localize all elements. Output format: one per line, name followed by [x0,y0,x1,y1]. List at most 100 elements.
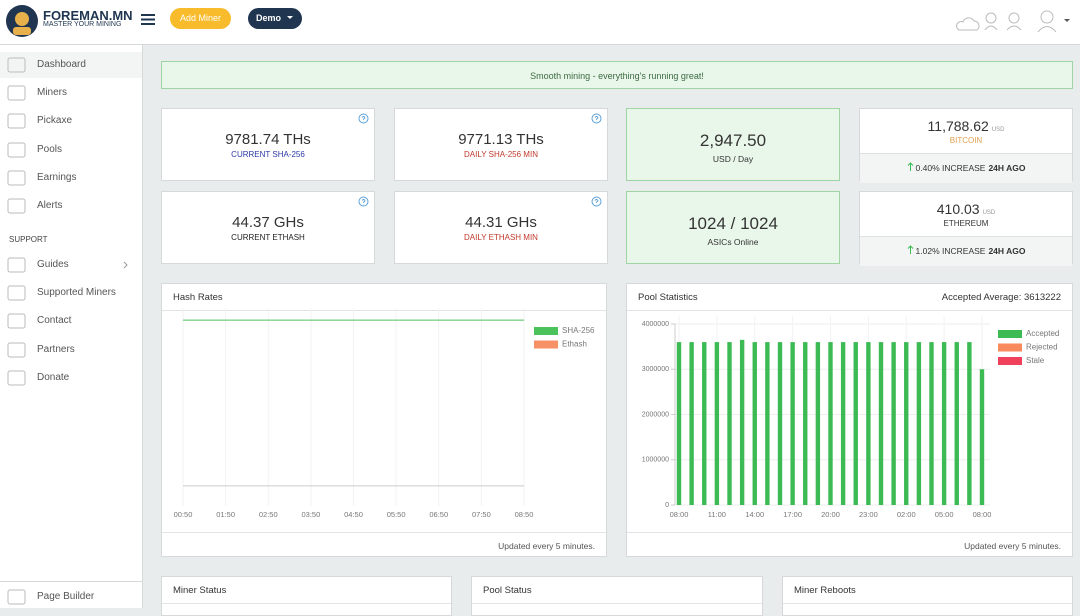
bar [941,342,947,505]
nav-icon [7,342,26,358]
nav-item[interactable]: Donate [37,371,70,383]
bar [891,342,896,505]
change-period: 24H AGO [988,246,1026,256]
bar [904,342,909,505]
divider [627,310,1072,311]
x-tick-label: 23:00 [859,510,878,519]
price-top: 410.03 USD [860,201,1072,219]
chart: Accepted Rejected Stale 0 1000000 2000000 3000… [642,316,1059,519]
coin-name: ETHEREUM [943,219,989,228]
nav-icon [7,198,26,214]
price-value: 11,788.62 [927,118,989,134]
x-tick-label: 05:00 [935,510,954,519]
bar [727,342,732,505]
bar [916,342,922,505]
page-builder[interactable]: Page Builder [37,591,95,602]
divider [783,603,1072,604]
earnings-label: USD / Day [712,154,754,164]
panel-title: Miner Reboots [794,585,856,596]
earnings-value: 2,947.50 [699,131,767,150]
nav-item[interactable]: Pools [37,143,63,155]
divider [162,532,606,533]
bar [752,342,757,505]
divider [162,310,606,311]
sidebar: Dashboard Miners Pickaxe Pools Earnings Alert… [0,45,143,608]
x-tick-label: 01:50 [216,510,235,519]
menu-icon[interactable] [141,13,156,26]
nav-item[interactable]: Supported Miners [37,287,116,299]
bar [815,342,821,505]
panel-title: Pool Status [483,585,532,596]
x-tick-label: 03:50 [301,510,320,519]
stat-value: 44.37 GHs [232,214,304,231]
price-top: 11,788.62 USD [860,118,1072,136]
nav-item[interactable]: Alerts [37,200,63,211]
price-change: 1.02% INCREASE 24H AGO [860,236,1072,266]
stat-label: DAILY ETHASH MIN [464,233,538,242]
y-tick-label: 0 [665,502,669,509]
stat-value: 9781.74 THs [225,131,311,148]
demo-label: Demo [256,13,282,23]
x-tick-label: 17:00 [783,510,802,519]
price-card: 11,788.62 USD BITCOIN 0.40% INCREASE 24H AGO [859,108,1073,183]
y-tick-label: 1000000 [642,457,669,464]
chart-subtitle: Accepted Average: 3613222 [941,292,1061,303]
bar [702,342,707,505]
footer-divider [0,581,142,582]
change-text: 1.02% INCREASE [915,246,986,256]
nav-item[interactable]: Guides [37,259,69,270]
chevron [123,261,128,269]
x-tick-label: 04:50 [344,510,363,519]
legend-label: Stale [1026,356,1045,365]
y-tick-label: 3000000 [642,366,669,373]
change-text: 0.40% INCREASE [915,163,986,173]
legend-swatch [998,343,1022,352]
legend-swatch [534,340,558,349]
bar [878,342,884,505]
bar [689,342,694,505]
nav-item[interactable]: Earnings [37,171,77,183]
bar [714,342,720,505]
divider [627,532,1072,533]
y-tick-label: 2000000 [642,411,669,418]
x-tick-label: 08:50 [515,510,534,519]
price-unit: USD [991,127,1005,133]
chart-panel: Pool Statistics Accepted Average: 3613222… [626,283,1073,557]
price-value: 410.03 [936,201,980,217]
chart: SHA-256 Ethash 00:50 01:50 02:50 03:50 04:50 05… [174,308,595,519]
x-tick-label: 02:50 [259,510,278,519]
add-miner-button[interactable]: Add Miner [170,8,231,29]
bar [840,342,846,505]
chart-title: Hash Rates [173,292,223,303]
x-tick-label: 08:00 [973,510,992,519]
earnings-value: 1024 / 1024 [688,214,778,233]
bar [790,342,795,505]
bar [828,342,833,505]
nav-item[interactable]: Partners [37,343,75,355]
info-icon [591,196,602,207]
chart-footer: Updated every 5 minutes. [964,541,1061,551]
caret [287,16,294,19]
bar [954,342,959,505]
divider [472,603,762,604]
bar [676,342,682,505]
price-card: 410.03 USD ETHEREUM 1.02% INCREASE 24H AGO [859,191,1073,266]
nav-icon [7,170,26,186]
y-tick-label: 4000000 [642,321,669,328]
stat-value: 44.31 GHs [465,214,537,231]
stat-value: 9771.13 THs [458,131,544,148]
nav-item[interactable]: Dashboard [37,59,86,70]
x-tick-label: 14:00 [745,510,764,519]
nav-icon [7,285,26,301]
nav-item[interactable]: Pickaxe [37,115,73,127]
demo-dropdown[interactable]: Demo [248,8,302,29]
nav-item[interactable]: Contact [37,315,72,327]
legend-swatch [998,330,1022,338]
bar [765,342,770,505]
tagline: MASTER YOUR MINING [43,21,122,28]
info-icon [358,113,369,124]
x-tick-label: 05:50 [387,510,406,519]
earnings-label: ASICs Online [707,237,759,247]
nav-item[interactable]: Miners [37,87,68,99]
